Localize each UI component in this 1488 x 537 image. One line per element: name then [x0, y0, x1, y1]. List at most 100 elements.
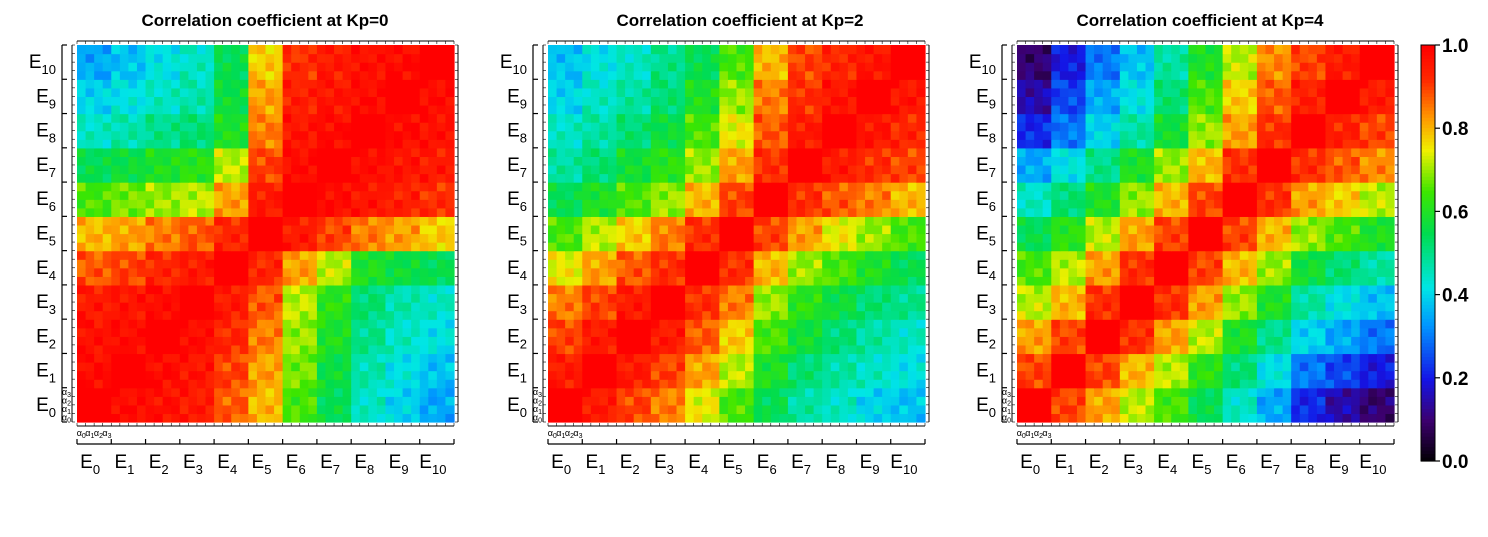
- heatmap-cell: [1146, 319, 1155, 328]
- heatmap-cell: [565, 276, 574, 285]
- heatmap-cell: [223, 156, 232, 165]
- heatmap-cell: [248, 114, 257, 123]
- heatmap-cell: [822, 379, 831, 388]
- heatmap-cell: [266, 259, 275, 268]
- heatmap-cell: [659, 336, 668, 345]
- heatmap-cell: [874, 225, 883, 234]
- heatmap-cell: [591, 388, 600, 397]
- heatmap-cell: [625, 199, 634, 208]
- heatmap-cell: [146, 62, 155, 71]
- heatmap-cell: [103, 105, 112, 114]
- heatmap-cell: [360, 139, 369, 148]
- heatmap-cell: [231, 251, 240, 260]
- heatmap-cell: [728, 139, 737, 148]
- heatmap-cell: [291, 388, 300, 397]
- heatmap-cell: [94, 379, 103, 388]
- heatmap-cell: [1240, 405, 1249, 414]
- heatmap-cell: [1214, 413, 1223, 422]
- heatmap-cell: [694, 71, 703, 80]
- heatmap-cell: [908, 353, 917, 362]
- heatmap-cell: [814, 156, 823, 165]
- heatmap-cell: [608, 62, 617, 71]
- heatmap-cell: [814, 353, 823, 362]
- heatmap-cell: [1128, 328, 1137, 337]
- heatmap-cell: [685, 379, 694, 388]
- heatmap-cell: [659, 251, 668, 260]
- heatmap-cell: [719, 54, 728, 63]
- heatmap-cell: [248, 96, 257, 105]
- heatmap-cell: [420, 251, 429, 260]
- heatmap-cell: [308, 319, 317, 328]
- heatmap-cell: [351, 285, 360, 294]
- heatmap-cell: [719, 268, 728, 277]
- heatmap-cell: [831, 388, 840, 397]
- heatmap-cell: [822, 242, 831, 251]
- heatmap-cell: [908, 396, 917, 405]
- heatmap-cell: [240, 191, 249, 200]
- heatmap-cell: [163, 353, 172, 362]
- heatmap-cell: [814, 379, 823, 388]
- heatmap-cell: [728, 165, 737, 174]
- heatmap-cell: [197, 208, 206, 217]
- heatmap-cell: [223, 54, 232, 63]
- heatmap-cell: [796, 131, 805, 140]
- heatmap-cell: [1197, 371, 1206, 380]
- heatmap-cell: [779, 242, 788, 251]
- heatmap-cell: [137, 79, 146, 88]
- heatmap-cell: [1214, 388, 1223, 397]
- heatmap-cell: [1188, 413, 1197, 422]
- heatmap-cell: [617, 45, 626, 54]
- heatmap-cell: [171, 71, 180, 80]
- heatmap-cell: [719, 191, 728, 200]
- heatmap-cell: [814, 122, 823, 131]
- heatmap-cell: [711, 251, 720, 260]
- heatmap-cell: [737, 285, 746, 294]
- heatmap-cell: [762, 293, 771, 302]
- heatmap-cell: [1171, 353, 1180, 362]
- heatmap-cell: [916, 71, 925, 80]
- heatmap-cell: [283, 156, 292, 165]
- heatmap-cell: [291, 96, 300, 105]
- heatmap-cell: [188, 276, 197, 285]
- heatmap-cell: [899, 388, 908, 397]
- heatmap-cell: [231, 62, 240, 71]
- heatmap-cell: [257, 79, 266, 88]
- heatmap-cell: [1077, 413, 1086, 422]
- heatmap-cell: [779, 268, 788, 277]
- heatmap-cell: [591, 328, 600, 337]
- heatmap-cell: [702, 208, 711, 217]
- heatmap-cell: [814, 208, 823, 217]
- heatmap-cell: [343, 88, 352, 97]
- heatmap-cell: [325, 96, 334, 105]
- heatmap-cell: [171, 131, 180, 140]
- heatmap-cell: [77, 353, 86, 362]
- heatmap-cell: [420, 148, 429, 157]
- heatmap-cell: [634, 54, 643, 63]
- heatmap-cell: [1317, 302, 1326, 311]
- heatmap-cell: [283, 371, 292, 380]
- heatmap-cell: [745, 336, 754, 345]
- heatmap-cell: [831, 199, 840, 208]
- heatmap-cell: [702, 45, 711, 54]
- heatmap-cell: [248, 122, 257, 131]
- heatmap-cell: [822, 156, 831, 165]
- heatmap-cell: [437, 251, 446, 260]
- heatmap-cell: [814, 302, 823, 311]
- heatmap-cell: [257, 242, 266, 251]
- heatmap-cell: [1351, 362, 1360, 371]
- heatmap-cell: [120, 379, 129, 388]
- heatmap-cell: [266, 353, 275, 362]
- heatmap-cell: [848, 45, 857, 54]
- heatmap-cell: [308, 285, 317, 294]
- heatmap-cell: [111, 122, 120, 131]
- heatmap-cell: [360, 319, 369, 328]
- heatmap-cell: [334, 208, 343, 217]
- heatmap-cell: [882, 156, 891, 165]
- heatmap-cell: [737, 131, 746, 140]
- heatmap-cell: [677, 405, 686, 414]
- heatmap-cell: [771, 62, 780, 71]
- heatmap-cell: [1206, 311, 1215, 320]
- heatmap-cell: [668, 54, 677, 63]
- heatmap-cell: [762, 379, 771, 388]
- heatmap-cell: [197, 362, 206, 371]
